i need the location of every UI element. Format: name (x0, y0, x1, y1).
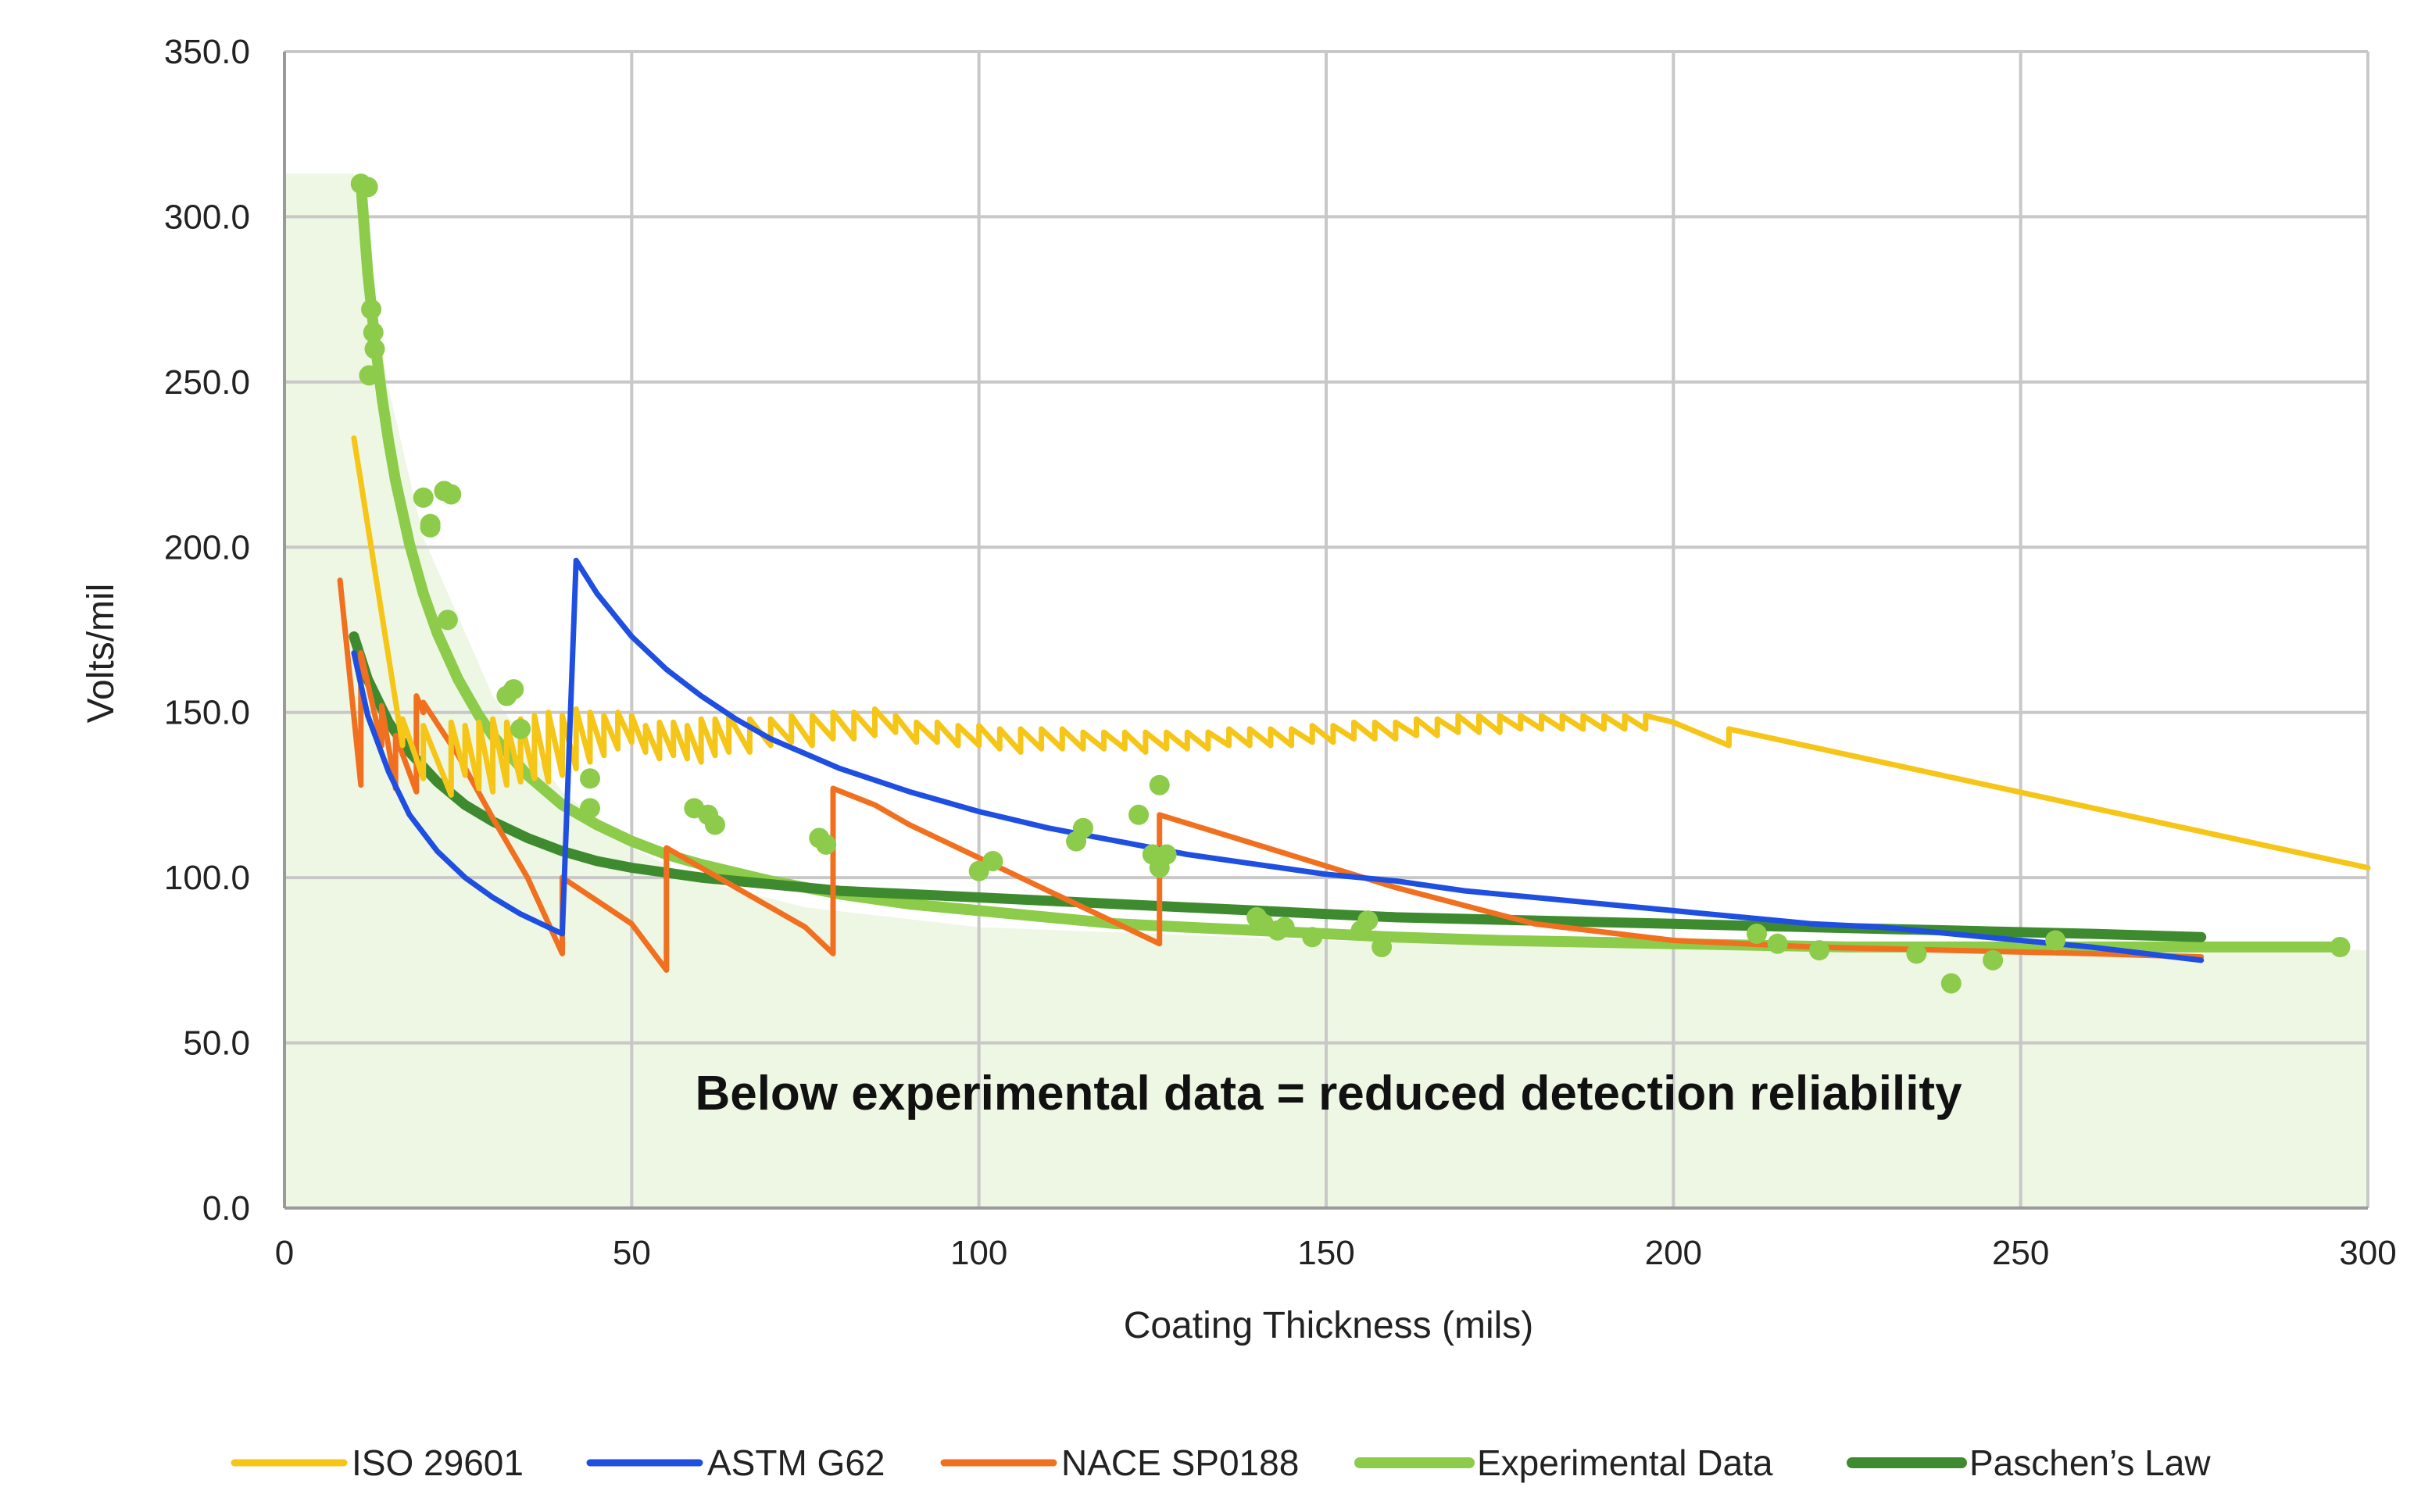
legend-label: NACE SP0188 (1061, 1442, 1299, 1483)
annotation-text: Below experimental data = reduced detect… (695, 1067, 1962, 1121)
experimental-data-point (363, 322, 384, 343)
legend-label: ISO 29601 (352, 1442, 524, 1483)
experimental-data-point (1302, 927, 1323, 948)
experimental-data-point (359, 365, 380, 386)
y-tick-label: 350.0 (164, 33, 250, 71)
legend-label: ASTM G62 (707, 1442, 885, 1483)
experimental-data-point (1767, 933, 1788, 954)
experimental-data-point (503, 679, 524, 700)
x-tick-label: 0 (275, 1234, 294, 1272)
series-layer (337, 178, 2371, 973)
experimental-data-point (1274, 917, 1295, 938)
experimental-data-point (1906, 943, 1927, 964)
legend-item: ASTM G62 (586, 1442, 885, 1483)
series-line-astm-g62 (351, 557, 2205, 963)
experimental-data-point (420, 517, 441, 538)
experimental-data-point (364, 338, 385, 359)
scatter-layer (350, 173, 2351, 994)
experimental-data-point (1372, 936, 1393, 957)
legend-label: Paschen’s Law (1969, 1442, 2211, 1483)
experimental-data-point (1808, 940, 1829, 961)
tick-labels: 0 50 100 150 200 250 300 0.0 50.0 100.0 150.0 200.0… (164, 33, 2397, 1272)
x-tick-label: 150 (1297, 1234, 1354, 1272)
experimental-data-point (580, 768, 601, 789)
series-line-experimental-data (355, 178, 2339, 953)
experimental-data-point (704, 814, 725, 835)
x-tick-label: 250 (1992, 1234, 2049, 1272)
experimental-data-point (1128, 804, 1150, 825)
experimental-data-point (441, 484, 462, 505)
y-tick-label: 100.0 (164, 859, 250, 897)
series-line-iso-29601 (351, 435, 2371, 870)
experimental-data-point (982, 851, 1003, 871)
y-tick-label: 250.0 (164, 363, 250, 402)
y-tick-label: 150.0 (164, 694, 250, 732)
y-tick-label: 300.0 (164, 198, 250, 236)
series-line-nace-sp0188 (337, 577, 2205, 973)
legend-label: Experimental Data (1477, 1442, 1773, 1483)
gridlines (283, 50, 2369, 1210)
legend-item: NACE SP0188 (940, 1442, 1299, 1483)
experimental-data-point (357, 177, 378, 198)
legend-item: ISO 29601 (231, 1442, 524, 1483)
x-tick-label: 200 (1645, 1234, 1702, 1272)
legend: ISO 29601 ASTM G62 NACE SP0188 Experimental… (231, 1442, 2211, 1483)
shaded-region-layer (284, 173, 2368, 1208)
x-tick-label: 300 (2339, 1234, 2396, 1272)
y-axis-title: Volts/mil (80, 584, 122, 724)
shaded-region (284, 173, 2368, 1208)
experimental-data-point (1156, 844, 1177, 865)
x-axis-title: Coating Thickness (mils) (1124, 1305, 1534, 1346)
x-tick-label: 100 (950, 1234, 1007, 1272)
y-tick-label: 50.0 (183, 1024, 250, 1063)
experimental-data-point (816, 834, 837, 855)
experimental-data-point (510, 718, 531, 739)
experimental-data-point (1983, 949, 2004, 970)
experimental-data-point (2330, 936, 2351, 957)
experimental-data-point (580, 798, 601, 819)
experimental-data-point (437, 609, 458, 631)
x-tick-label: 50 (613, 1234, 651, 1272)
experimental-data-point (1940, 973, 1962, 994)
legend-item: Paschen’s Law (1847, 1442, 2211, 1483)
y-tick-label: 0.0 (202, 1189, 250, 1228)
experimental-data-point (1072, 817, 1093, 838)
experimental-data-point (1149, 774, 1170, 795)
series-line-paschen-s-law (349, 631, 2207, 942)
experimental-data-point (1357, 910, 1379, 931)
experimental-data-point (361, 298, 382, 320)
axes (283, 52, 2368, 1210)
legend-item: Experimental Data (1354, 1442, 1773, 1483)
y-tick-label: 200.0 (164, 528, 250, 567)
experimental-data-point (2045, 930, 2066, 951)
experimental-data-point (413, 487, 434, 508)
experimental-data-point (1746, 924, 1767, 945)
